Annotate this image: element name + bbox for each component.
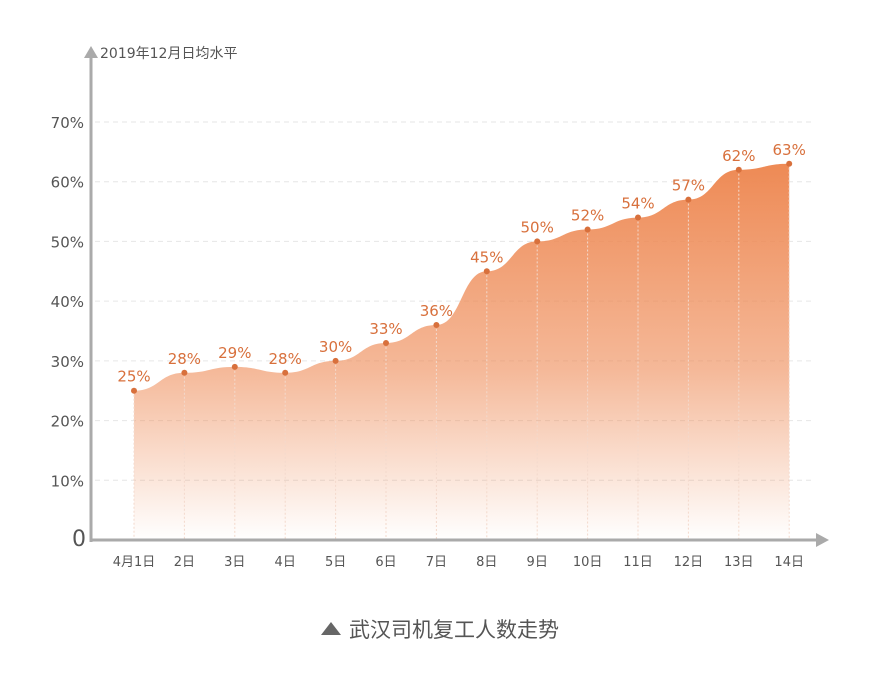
data-label: 33% <box>369 320 402 338</box>
y-axis-arrow <box>84 46 98 58</box>
data-point <box>231 363 238 370</box>
x-tick-label: 6日 <box>375 555 396 570</box>
data-label: 54% <box>621 195 654 213</box>
x-tick-label: 10日 <box>573 555 603 570</box>
data-label: 45% <box>470 248 503 266</box>
chart-caption: 武汉司机复工人数走势 <box>0 614 880 644</box>
x-tick-label: 9日 <box>527 555 548 570</box>
data-point <box>685 196 692 203</box>
x-tick-label: 14日 <box>774 555 804 570</box>
data-point <box>735 166 742 173</box>
data-point <box>433 322 440 329</box>
x-tick-label: 8日 <box>476 555 497 570</box>
data-point <box>131 387 137 394</box>
x-tick-label: 5日 <box>325 555 346 570</box>
data-point <box>282 369 289 376</box>
data-label: 63% <box>773 141 806 159</box>
triangle-icon <box>321 622 341 635</box>
x-tick-label: 3日 <box>224 555 245 570</box>
data-label: 30% <box>319 338 352 356</box>
data-label: 28% <box>269 350 302 368</box>
x-tick-label: 12日 <box>674 555 704 570</box>
data-label: 52% <box>571 206 604 224</box>
chart-title: 武汉司机复工人数走势 <box>349 618 559 642</box>
y-axis-label: 2019年12月日均水平 <box>100 46 237 62</box>
y-tick-label: 70% <box>51 114 84 132</box>
data-label: 29% <box>218 344 251 362</box>
x-tick-label: 11日 <box>623 555 653 570</box>
data-point <box>635 214 641 221</box>
data-label: 50% <box>521 218 554 236</box>
data-point <box>181 369 188 376</box>
y-tick-label: 60% <box>51 174 84 192</box>
data-label: 62% <box>722 147 755 165</box>
data-point <box>332 357 339 364</box>
data-point <box>483 268 490 275</box>
x-tick-label: 4日 <box>275 555 296 570</box>
y-tick-label: 50% <box>51 233 84 251</box>
y-tick-label: 0 <box>72 527 86 552</box>
x-tick-label: 2日 <box>174 555 195 570</box>
y-tick-label: 10% <box>51 472 84 490</box>
x-tick-label: 7日 <box>426 555 447 570</box>
y-tick-label: 40% <box>51 293 84 311</box>
x-tick-label: 13日 <box>724 555 754 570</box>
data-label: 36% <box>420 302 453 320</box>
area-fill <box>134 163 790 541</box>
data-point <box>584 226 591 233</box>
data-label: 28% <box>168 350 201 368</box>
x-axis-arrow <box>816 533 829 547</box>
data-label: 25% <box>117 368 150 386</box>
y-tick-label: 30% <box>51 353 84 371</box>
data-point <box>383 339 389 346</box>
x-tick-label: 4月1日 <box>113 555 156 570</box>
data-point <box>534 238 541 245</box>
y-tick-label: 20% <box>51 413 84 431</box>
data-label: 57% <box>672 177 705 195</box>
data-point <box>786 160 793 167</box>
